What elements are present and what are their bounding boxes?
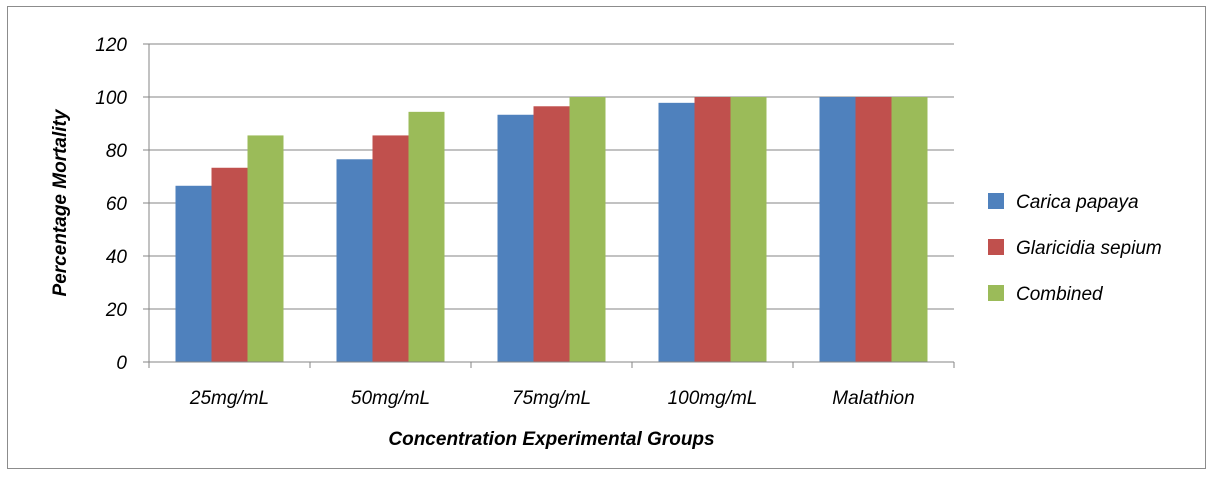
x-tick-labels: 25mg/mL 50mg/mL 75mg/mL 100mg/mL Malathion [189, 388, 915, 409]
bar [211, 167, 248, 362]
y-tick-label: 120 [95, 35, 127, 56]
legend-label: Glaricidia sepium [1016, 238, 1162, 259]
y-tick-label: 60 [106, 194, 128, 215]
axes [148, 44, 954, 363]
bar [891, 97, 928, 362]
bar [336, 159, 373, 362]
legend-label: Combined [1016, 284, 1104, 305]
y-tick-label: 40 [106, 247, 128, 268]
bar [247, 135, 284, 362]
y-tick-label: 20 [105, 300, 128, 321]
chart-frame: 0 20 40 60 80 100 120 25mg/mL 50mg/mL 75mg/mL 100… [7, 6, 1206, 469]
x-tick-label: Malathion [832, 388, 914, 409]
bar [372, 135, 409, 362]
bar [694, 97, 731, 362]
bar [497, 114, 534, 362]
bar [569, 97, 606, 362]
y-tick-label: 100 [95, 88, 127, 109]
legend-swatch [988, 285, 1004, 301]
legend-swatch [988, 239, 1004, 255]
legend: Carica papaya Glaricidia sepium Combined [988, 192, 1162, 305]
y-axis-title: Percentage Mortality [50, 108, 71, 296]
bar [730, 97, 767, 362]
bar [175, 185, 212, 362]
x-tick-label: 50mg/mL [351, 388, 430, 409]
y-tick-label: 80 [106, 141, 128, 162]
x-tick-label: 25mg/mL [189, 388, 269, 409]
bar-chart: 0 20 40 60 80 100 120 25mg/mL 50mg/mL 75mg/mL 100… [50, 35, 1162, 450]
y-tick-labels: 0 20 40 60 80 100 120 [95, 35, 127, 374]
bar [408, 111, 445, 362]
bars [175, 97, 928, 363]
legend-label: Carica papaya [1016, 192, 1139, 213]
y-tick-label: 0 [116, 353, 127, 374]
bar [819, 97, 856, 362]
x-axis-title: Concentration Experimental Groups [388, 429, 714, 450]
x-tick-label: 100mg/mL [668, 388, 758, 409]
bar [658, 102, 695, 362]
x-tick-label: 75mg/mL [512, 388, 591, 409]
bar [855, 97, 892, 362]
bar [533, 106, 570, 363]
legend-swatch [988, 193, 1004, 209]
